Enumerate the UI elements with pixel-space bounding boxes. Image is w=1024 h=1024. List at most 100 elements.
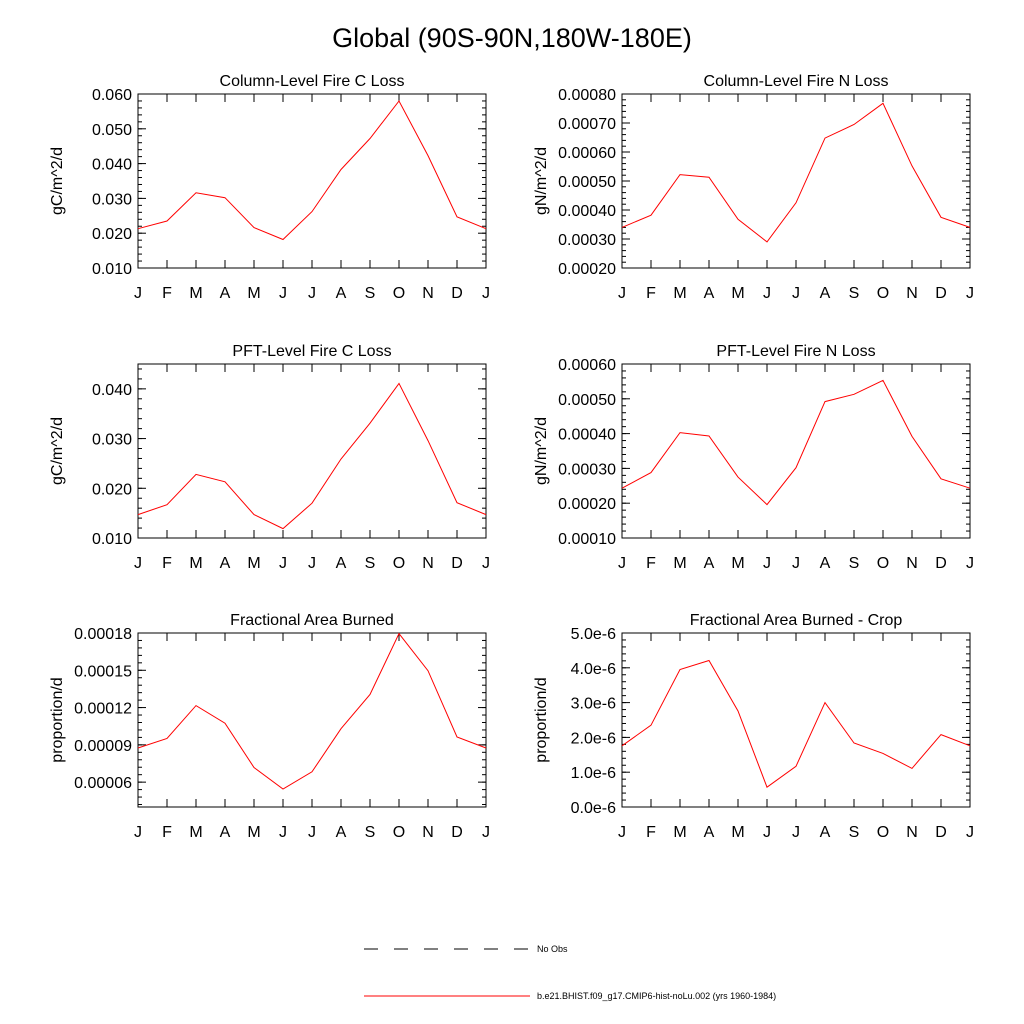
chart-panel-6: Fractional Area Burned - Crop proportion/… [533,612,974,841]
y-axis-label: proportion/d [49,677,66,762]
x-tick-label: J [763,824,771,841]
x-tick-label: N [422,555,434,572]
x-tick-label: A [220,285,231,302]
x-tick-label: M [247,285,260,302]
y-axis-label: gN/m^2/d [533,417,550,485]
x-tick-label: D [451,555,463,572]
y-tick-label: 0.00006 [74,775,132,792]
chart-title: PFT-Level Fire C Loss [232,343,391,360]
y-tick-label: 0.010 [92,261,132,278]
x-tick-label: J [966,285,974,302]
series-line-1 [621,102,971,243]
x-tick-label: N [422,824,434,841]
x-tick-label: J [763,285,771,302]
y-tick-label: 0.00020 [558,261,616,278]
x-tick-label: J [279,555,287,572]
y-tick-label: 0.00070 [558,116,616,133]
x-tick-label: J [792,285,800,302]
x-tick-label: A [336,555,347,572]
x-tick-label: F [646,285,656,302]
y-tick-label: 0.00030 [558,461,616,478]
x-tick-label: S [849,824,860,841]
y-tick-label: 0.00009 [74,738,132,755]
x-tick-label: J [618,824,626,841]
x-tick-label: M [189,555,202,572]
x-tick-label: M [731,555,744,572]
x-tick-label: J [279,285,287,302]
y-tick-label: 0.00010 [558,531,616,548]
x-tick-label: N [906,285,918,302]
x-tick-label: J [308,285,316,302]
y-tick-label: 0.00030 [558,232,616,249]
x-tick-label: A [704,555,715,572]
x-tick-label: J [482,285,490,302]
x-tick-label: M [247,824,260,841]
x-tick-label: J [618,555,626,572]
x-tick-label: M [247,555,260,572]
x-tick-label: O [877,285,889,302]
x-tick-label: J [482,824,490,841]
x-tick-label: D [451,285,463,302]
x-tick-label: J [792,555,800,572]
y-tick-label: 0.030 [92,191,132,208]
x-tick-label: O [393,555,405,572]
x-tick-label: N [906,824,918,841]
y-tick-label: 0.00018 [74,626,132,643]
y-tick-label: 0.0e-6 [571,800,616,817]
y-tick-label: 0.020 [92,226,132,243]
x-tick-label: O [393,824,405,841]
legend-label-model: b.e21.BHIST.f09_g17.CMIP6-hist-noLu.002 … [537,991,777,1001]
x-tick-label: A [336,824,347,841]
y-tick-label: 0.030 [92,432,132,449]
x-tick-label: J [308,555,316,572]
y-tick-label: 0.060 [92,87,132,104]
x-tick-label: M [673,555,686,572]
x-tick-label: M [673,824,686,841]
x-tick-label: M [189,285,202,302]
series-line-1 [137,382,487,530]
series-line-1 [137,632,487,790]
x-tick-label: D [935,824,947,841]
x-tick-label: O [877,555,889,572]
y-tick-label: 2.0e-6 [571,730,616,747]
y-axis-label: gC/m^2/d [49,147,66,215]
x-tick-label: J [134,285,142,302]
y-axis-label: gN/m^2/d [533,147,550,215]
y-tick-label: 1.0e-6 [571,765,616,782]
y-tick-label: 0.00060 [558,145,616,162]
x-tick-label: J [308,824,316,841]
x-tick-label: S [365,555,376,572]
y-tick-label: 0.010 [92,531,132,548]
chart-title: Column-Level Fire N Loss [704,73,889,90]
x-tick-label: F [646,824,656,841]
x-tick-label: J [134,555,142,572]
x-tick-label: S [849,555,860,572]
series-line-1 [621,379,971,506]
page-title: Global (90S-90N,180W-180E) [332,23,692,53]
y-tick-label: 3.0e-6 [571,696,616,713]
x-tick-label: A [220,555,231,572]
chart-title: PFT-Level Fire N Loss [716,343,875,360]
x-tick-label: J [482,555,490,572]
x-tick-label: F [646,555,656,572]
y-tick-label: 0.040 [92,157,132,174]
x-tick-label: J [279,824,287,841]
series-line-1 [137,100,487,241]
x-tick-label: J [966,555,974,572]
x-tick-label: F [162,824,172,841]
x-tick-label: A [704,285,715,302]
y-tick-label: 0.00020 [558,496,616,513]
x-tick-label: O [877,824,889,841]
x-tick-label: J [763,555,771,572]
x-tick-label: A [820,285,831,302]
y-axis-label: gC/m^2/d [49,417,66,485]
x-tick-label: S [365,824,376,841]
x-tick-label: M [731,285,744,302]
